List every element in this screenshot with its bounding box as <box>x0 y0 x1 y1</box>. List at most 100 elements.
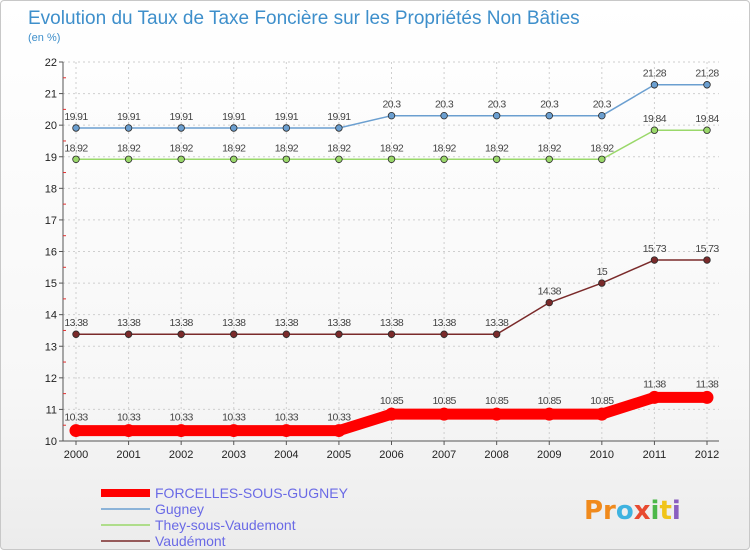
data-point <box>72 330 80 338</box>
data-label: 15 <box>597 266 608 278</box>
y-tick-label: 19 <box>45 152 57 164</box>
data-point <box>124 124 133 132</box>
data-label: 18.92 <box>275 142 299 154</box>
data-label: 13.38 <box>432 317 456 329</box>
data-point <box>492 111 501 120</box>
data-point <box>177 124 185 132</box>
x-tick-label: 2008 <box>484 449 508 461</box>
data-label: 14.38 <box>538 286 562 298</box>
data-label: 10.85 <box>380 395 404 407</box>
data-label: 20.3 <box>382 99 401 111</box>
data-point <box>177 330 185 338</box>
x-tick-label: 2006 <box>379 449 403 461</box>
data-label: 10.33 <box>222 412 246 424</box>
data-point <box>598 279 606 287</box>
x-tick-label: 2000 <box>64 449 88 461</box>
axes: 10 11 12 13 14 15 16 17 18 19 20 21 22 2000 2001 2002 20… <box>45 57 719 461</box>
data-label: 15.73 <box>643 243 667 255</box>
data-label: 13.38 <box>275 317 299 329</box>
data-label: 13.38 <box>327 317 351 329</box>
legend: FORCELLES-SOUS-GUGNEYGugneyThey-sous-Vau… <box>101 485 349 549</box>
data-point <box>72 155 80 163</box>
data-point <box>230 124 238 132</box>
data-point <box>387 111 396 120</box>
data-point <box>700 390 714 404</box>
data-label: 13.38 <box>64 317 88 329</box>
x-tick-label: 2010 <box>590 449 614 461</box>
data-point <box>437 407 451 421</box>
data-point <box>598 111 606 120</box>
x-tick-label: 2002 <box>169 449 193 461</box>
data-point <box>282 155 291 163</box>
legend-label: Vaudémont <box>155 533 226 549</box>
data-label: 18.92 <box>222 142 246 154</box>
data-label: 13.38 <box>222 317 246 329</box>
x-tick-label: 2012 <box>695 449 719 461</box>
y-tick-label: 15 <box>45 278 57 290</box>
x-tick-label: 2004 <box>274 449 298 461</box>
data-label: 18.92 <box>432 142 456 154</box>
data-point <box>703 81 711 89</box>
series-they-sous-vaudemont: 18.92 18.92 18.92 18.92 18.92 18.92 18.92 18.92… <box>64 113 720 163</box>
legend-label: They-sous-Vaudemont <box>155 517 296 533</box>
x-tick-label: 2007 <box>432 449 456 461</box>
data-label: 10.33 <box>275 412 299 424</box>
legend-label: Gugney <box>155 501 204 517</box>
data-point <box>598 155 606 163</box>
data-point <box>124 330 133 338</box>
data-point <box>230 155 238 163</box>
series-layer: 19.91 19.91 19.91 19.91 19.91 19.91 20.3 20.3 20… <box>64 68 720 438</box>
data-point <box>387 155 396 163</box>
data-label: 21.28 <box>643 68 667 80</box>
data-point <box>545 298 553 307</box>
data-label: 19.91 <box>327 111 351 123</box>
data-point <box>387 330 396 338</box>
data-label: 13.38 <box>485 317 509 329</box>
data-point <box>440 111 448 120</box>
data-label: 19.91 <box>222 111 246 123</box>
data-label: 10.33 <box>170 412 194 424</box>
data-point <box>542 407 556 421</box>
data-label: 10.33 <box>327 412 351 424</box>
data-label: 11.38 <box>696 378 719 390</box>
data-point <box>650 81 659 89</box>
data-label: 13.38 <box>170 317 194 329</box>
data-point <box>595 407 609 421</box>
data-point <box>492 155 501 163</box>
data-label: 10.33 <box>117 412 141 424</box>
data-label: 19.91 <box>64 111 88 123</box>
x-tick-label: 2009 <box>537 449 561 461</box>
x-tick-label: 2005 <box>327 449 351 461</box>
data-label: 21.28 <box>695 68 719 80</box>
data-label: 15.73 <box>695 243 719 255</box>
y-tick-label: 21 <box>45 89 57 101</box>
data-label: 19.84 <box>695 113 719 125</box>
data-label: 13.38 <box>380 317 404 329</box>
y-tick-label: 12 <box>45 373 57 385</box>
data-label: 18.92 <box>485 142 509 154</box>
data-label: 10.33 <box>64 412 88 424</box>
data-point <box>647 390 661 404</box>
data-point <box>69 424 83 438</box>
data-point <box>440 155 448 163</box>
data-label: 18.92 <box>64 142 88 154</box>
y-tick-label: 10 <box>45 436 57 448</box>
data-label: 20.3 <box>540 99 559 111</box>
data-label: 18.92 <box>170 142 194 154</box>
series-forcelles-sous-gugney: 10.33 10.33 10.33 10.33 10.33 10.33 10.85 10.85… <box>64 378 720 438</box>
x-tick-label: 2001 <box>116 449 140 461</box>
y-tick-label: 11 <box>46 404 57 416</box>
data-label: 18.92 <box>327 142 351 154</box>
data-label: 20.3 <box>593 99 612 111</box>
data-label: 10.85 <box>538 395 562 407</box>
chart-title: Evolution du Taux de Taxe Foncière sur l… <box>28 8 580 29</box>
series-gugney: 19.91 19.91 19.91 19.91 19.91 19.91 20.3 20.3 20… <box>64 68 720 132</box>
data-point <box>174 424 188 438</box>
data-point <box>545 155 553 163</box>
data-point <box>230 330 238 338</box>
data-label: 18.92 <box>380 142 404 154</box>
data-point <box>440 330 448 338</box>
data-point <box>227 424 241 438</box>
data-point <box>703 126 711 134</box>
data-label: 18.92 <box>117 142 141 154</box>
